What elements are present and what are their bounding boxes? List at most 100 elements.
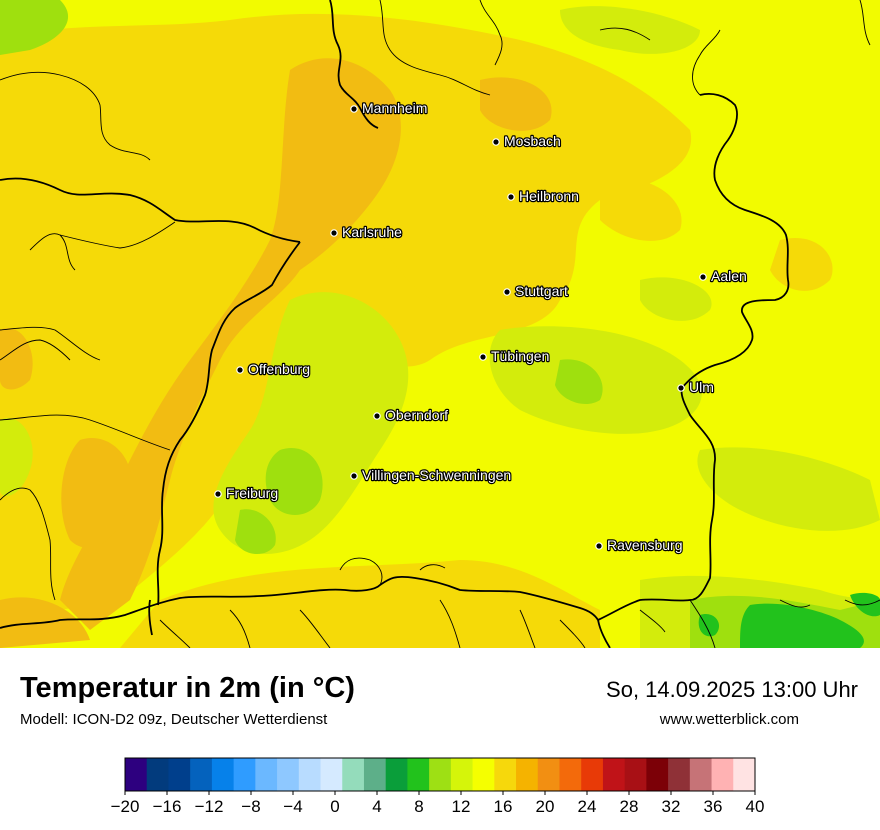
city-dot — [214, 490, 222, 498]
borders-thick — [0, 0, 790, 648]
legend-tick-label: −8 — [241, 797, 260, 816]
legend-swatch — [342, 758, 365, 791]
legend-swatch — [689, 758, 713, 791]
legend-tick-label: 8 — [414, 797, 423, 816]
legend-swatch — [494, 758, 517, 791]
city-label: Mannheim — [362, 100, 427, 116]
city-label: Aalen — [711, 268, 747, 284]
city-offenburg: Offenburg — [236, 360, 311, 378]
hessen-border — [329, 0, 379, 129]
border-east — [597, 619, 611, 648]
rhine-border — [156, 241, 301, 606]
city-dot — [350, 105, 358, 113]
legend-swatch — [146, 758, 169, 791]
city-dot — [330, 229, 338, 237]
website-link[interactable]: www.wetterblick.com — [659, 711, 799, 728]
swiss-border — [0, 575, 599, 629]
legend-tick-label: −16 — [153, 797, 182, 816]
city-mannheim: Mannheim — [350, 99, 429, 117]
legend-tick-label: 32 — [662, 797, 681, 816]
bavaria-border — [597, 92, 790, 621]
city-label: Karlsruhe — [342, 224, 402, 240]
legend-swatch — [190, 758, 213, 791]
legend-swatch — [472, 758, 495, 791]
legend-swatch — [581, 758, 604, 791]
legend-swatch — [298, 758, 322, 791]
legend-frame — [124, 757, 756, 792]
legend-tick-label: 20 — [536, 797, 555, 816]
legend-tick-label: 28 — [620, 797, 639, 816]
city-villingen-schwenningen: Villingen-Schwenningen — [350, 466, 512, 484]
city-label: Mosbach — [504, 133, 561, 149]
city-dot — [492, 138, 500, 146]
legend-swatch — [320, 758, 343, 791]
city-dot — [677, 384, 685, 392]
legend-tick-label: −4 — [283, 797, 302, 816]
city-heilbronn: Heilbronn — [507, 187, 580, 205]
legend-swatch — [168, 758, 191, 791]
legend-swatch — [668, 758, 691, 791]
valid-datetime: So, 14.09.2025 13:00 Uhr — [606, 677, 858, 702]
legend-swatch — [277, 758, 300, 791]
border-sw — [148, 599, 153, 636]
borders-thin — [0, 0, 880, 648]
city-dot — [350, 472, 358, 480]
legend-swatch — [255, 758, 278, 791]
legend-swatch — [537, 758, 560, 791]
city-mosbach: Mosbach — [492, 132, 562, 150]
city-oberndorf: Oberndorf — [373, 406, 449, 424]
legend-swatch — [211, 758, 235, 791]
legend-tick-label: 36 — [704, 797, 723, 816]
legend-swatch — [733, 758, 756, 791]
city-ulm: Ulm — [677, 378, 715, 396]
city-dot — [699, 273, 707, 281]
legend-swatch — [711, 758, 734, 791]
legend-tick-label: 24 — [578, 797, 597, 816]
legend-swatch — [450, 758, 474, 791]
city-label: Oberndorf — [385, 407, 448, 423]
city-karlsruhe: Karlsruhe — [330, 223, 403, 241]
legend-swatch — [125, 758, 148, 791]
legend-swatch — [559, 758, 582, 791]
city-label: Villingen-Schwenningen — [362, 467, 511, 483]
legend-tick-label: 40 — [746, 797, 765, 816]
legend-swatch — [602, 758, 626, 791]
city-label: Tübingen — [491, 348, 549, 364]
color-legend: −20 −16 −12 −8 −4 0 4 8 12 16 20 24 28 32 36 40 — [111, 757, 765, 816]
city-dot — [507, 193, 515, 201]
city-dot — [236, 366, 244, 374]
legend-tick-label: 0 — [330, 797, 339, 816]
green-zones — [698, 592, 880, 648]
city-dot — [479, 353, 487, 361]
legend-swatch — [516, 758, 539, 791]
city-markers: Mannheim Mosbach Heilbronn Karlsruhe Stuttga… — [214, 99, 748, 554]
city-tuebingen: Tübingen — [479, 347, 551, 365]
city-dot — [373, 412, 381, 420]
legend-swatch — [646, 758, 669, 791]
city-label: Ulm — [689, 379, 714, 395]
legend-tick-label: 16 — [494, 797, 513, 816]
city-stuttgart: Stuttgart — [503, 282, 569, 300]
legend-tick-label: 12 — [452, 797, 471, 816]
city-label: Offenburg — [248, 361, 310, 377]
legend-swatch — [624, 758, 647, 791]
city-label: Heilbronn — [519, 188, 579, 204]
legend-tick-label: 4 — [372, 797, 381, 816]
city-dot — [595, 542, 603, 550]
legend-tick-label: −12 — [195, 797, 224, 816]
state-border-north — [0, 177, 301, 243]
footer: Temperatur in 2m (in °C) Modell: ICON-D2… — [0, 648, 880, 830]
map-title: Temperatur in 2m (in °C) — [20, 672, 355, 704]
city-label: Stuttgart — [515, 283, 568, 299]
city-aalen: Aalen — [699, 267, 748, 285]
legend-swatch — [233, 758, 256, 791]
model-source: Modell: ICON-D2 09z, Deutscher Wetterdie… — [20, 711, 328, 728]
legend-swatch — [407, 758, 430, 791]
city-label: Ravensburg — [607, 537, 683, 553]
city-freiburg: Freiburg — [214, 484, 279, 502]
legend-swatch — [363, 758, 387, 791]
city-label: Freiburg — [226, 485, 278, 501]
legend-swatch — [429, 758, 452, 791]
city-dot — [503, 288, 511, 296]
temperature-map: Mannheim Mosbach Heilbronn Karlsruhe Stuttga… — [0, 0, 880, 648]
